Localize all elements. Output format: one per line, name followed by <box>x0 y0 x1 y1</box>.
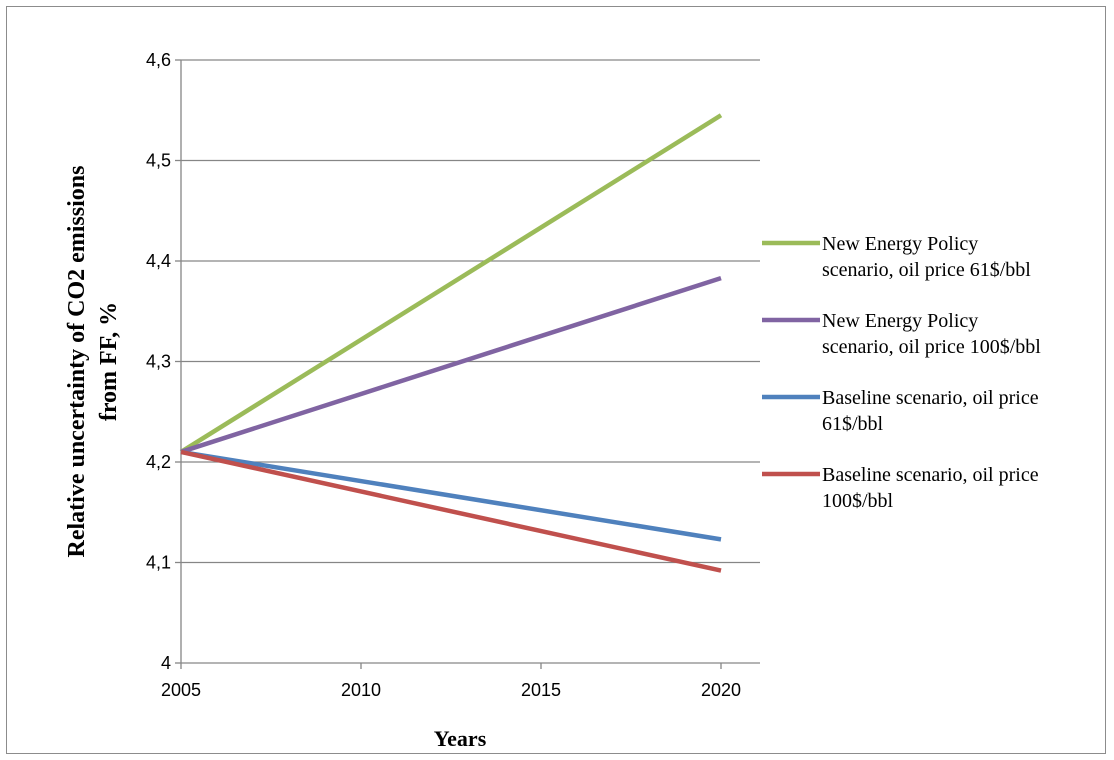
legend-label: New Energy Policy <box>822 233 978 255</box>
y-tick-label: 4,1 <box>146 553 171 573</box>
y-tick-label: 4 <box>161 653 171 673</box>
legend-label: 100$/bbl <box>822 490 894 512</box>
chart-frame <box>6 6 1106 754</box>
y-tick-label: 4,4 <box>146 251 171 271</box>
y-tick-label: 4,2 <box>146 452 171 472</box>
x-tick-label: 2005 <box>161 680 201 700</box>
x-tick-label: 2020 <box>701 680 741 700</box>
legend-label: Baseline scenario, oil price <box>822 464 1039 486</box>
y-axis-title-line: Relative uncertainty of CO2 emissions <box>64 166 90 558</box>
y-tick-label: 4,5 <box>146 151 171 171</box>
legend: New Energy Policy scenario, oil price 61$… <box>762 233 1041 512</box>
axes <box>175 59 760 669</box>
y-tick-label: 4,6 <box>146 50 171 70</box>
series-line <box>180 449 722 573</box>
gridlines <box>181 59 760 564</box>
legend-label: 61$/bbl <box>822 413 884 435</box>
series-line <box>180 449 722 542</box>
x-tick-label: 2015 <box>521 680 561 700</box>
legend-label: scenario, oil price 100$/bbl <box>822 336 1041 358</box>
x-axis-title: Years <box>434 726 487 751</box>
series-lines <box>179 113 723 573</box>
series-line <box>180 275 722 455</box>
series-line <box>179 113 723 454</box>
legend-label: Baseline scenario, oil price <box>822 387 1039 409</box>
y-tick-label: 4,3 <box>146 352 171 372</box>
y-axis-title-line: from FF, % <box>96 302 122 421</box>
legend-label: New Energy Policy <box>822 310 978 332</box>
legend-label: scenario, oil price 61$/bbl <box>822 259 1031 281</box>
x-tick-labels: 2005 2010 2015 2020 <box>161 680 741 700</box>
y-tick-labels: 4 4,1 4,2 4,3 4,4 4,5 4,6 <box>146 50 171 673</box>
y-axis-title: Relative uncertainty of CO2 emissions fro… <box>64 166 122 558</box>
x-tick-label: 2010 <box>341 680 381 700</box>
